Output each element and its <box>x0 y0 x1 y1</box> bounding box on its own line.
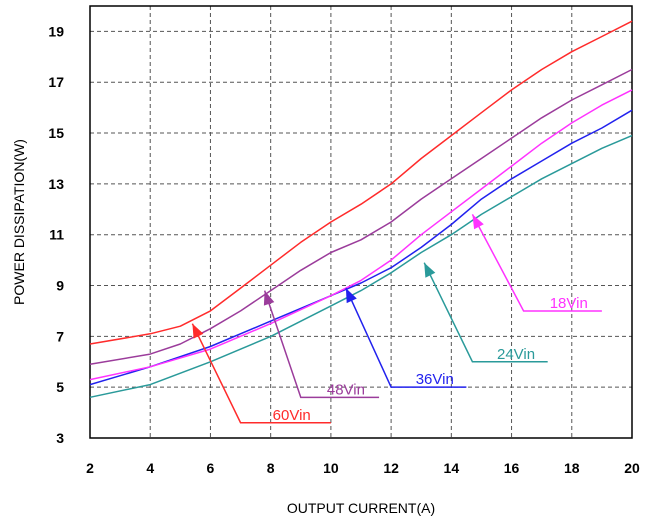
y-tick-label: 19 <box>48 23 64 39</box>
y-tick-label: 17 <box>48 74 64 90</box>
annotation-label: 36Vin <box>416 371 454 388</box>
annotation-arrowhead <box>424 262 436 278</box>
y-tick-label: 9 <box>56 278 64 294</box>
annotation-60vin: 60Vin <box>191 323 331 424</box>
annotation-18vin: 18Vin <box>471 214 602 312</box>
x-tick-label: 2 <box>86 460 94 476</box>
x-tick-label: 14 <box>444 460 460 476</box>
annotation-layer: 60Vin 48Vin 36Vin 24Vin 18Vin <box>191 214 602 424</box>
y-tick-label: 3 <box>56 430 64 446</box>
series-line-48vin <box>89 68 633 366</box>
annotation-leader-line <box>191 323 331 424</box>
grid <box>90 6 632 438</box>
x-tick-label: 8 <box>267 460 275 476</box>
y-tick-label: 11 <box>49 227 64 243</box>
series-line-24vin <box>89 134 633 399</box>
x-tick-label: 10 <box>323 460 339 476</box>
x-tick-label: 6 <box>207 460 215 476</box>
x-tick-label: 20 <box>624 460 640 476</box>
annotation-arrowhead <box>472 214 484 230</box>
annotation-arrowhead <box>345 288 357 304</box>
x-tick-label: 18 <box>564 460 580 476</box>
plot-frame <box>89 5 633 439</box>
series-line-18vin <box>89 89 633 381</box>
annotation-leader-line <box>345 287 467 388</box>
annotation-leader-line <box>263 290 380 399</box>
annotation-48vin: 48Vin <box>263 290 380 399</box>
x-axis-title: OUTPUT CURRENT(A) <box>287 500 435 516</box>
y-axis-ticks: 3 5 7 9 11 13 15 17 19 <box>48 23 64 446</box>
annotation-label: 18Vin <box>550 295 588 312</box>
x-tick-label: 4 <box>146 460 154 476</box>
annotation-24vin: 24Vin <box>423 262 548 363</box>
series-line-36vin <box>89 109 633 386</box>
y-tick-label: 13 <box>48 176 64 192</box>
y-axis-title: POWER DISSIPATION(W) <box>11 139 27 305</box>
annotation-leader-line <box>471 214 602 312</box>
x-tick-label: 16 <box>504 460 520 476</box>
y-tick-label: 7 <box>56 328 64 344</box>
annotation-leader-line <box>423 262 548 363</box>
x-axis-ticks: 2 4 6 8 10 12 14 16 18 20 <box>86 460 640 476</box>
series-layer <box>89 20 633 399</box>
annotation-label: 60Vin <box>273 407 311 424</box>
annotation-arrowhead <box>263 290 275 306</box>
y-tick-label: 5 <box>56 379 64 395</box>
annotation-arrowhead <box>192 323 204 339</box>
x-tick-label: 12 <box>383 460 399 476</box>
y-tick-label: 15 <box>48 125 64 141</box>
annotation-label: 24Vin <box>497 346 535 363</box>
annotation-label: 48Vin <box>327 381 365 398</box>
series-line-60vin <box>89 20 633 345</box>
annotation-36vin: 36Vin <box>345 287 467 388</box>
